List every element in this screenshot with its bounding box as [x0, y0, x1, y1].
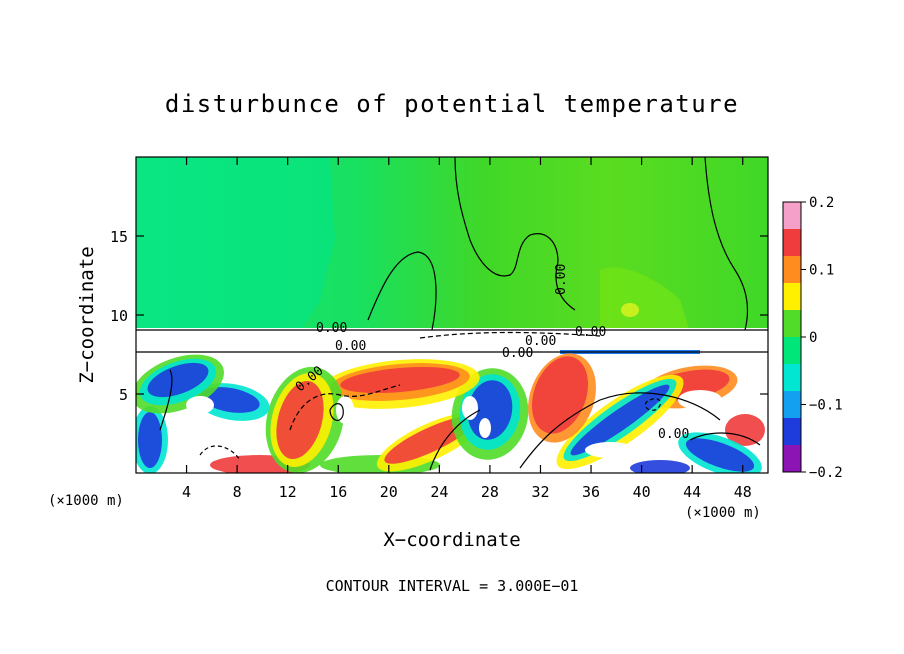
- x-axis-label: X−coordinate: [383, 529, 520, 551]
- chart-title: disturbunce of potential temperature: [165, 90, 739, 118]
- contour-label: 0.00: [575, 325, 606, 340]
- contour-interval-note: CONTOUR INTERVAL = 3.000E−01: [326, 577, 579, 595]
- colorbar-tick-label: 0.1: [809, 263, 834, 279]
- upper-layer-yellow-spot: [621, 303, 639, 317]
- x-tick-label: 16: [329, 483, 347, 501]
- contour-label: 0.00: [316, 321, 347, 336]
- colorbar-swatch: [783, 202, 801, 230]
- field-blob: [138, 412, 162, 468]
- colorbar-swatch: [783, 364, 801, 392]
- inversion-layer: [136, 328, 768, 354]
- colorbar-swatch: [783, 418, 801, 446]
- field-neutral-patch: [186, 396, 214, 414]
- contour-label: 0.00: [658, 427, 689, 442]
- x-tick-label: 48: [734, 483, 752, 501]
- field-blob: [630, 460, 690, 473]
- x-axis: 4 8 12 16 20 24 28 32 36 40 44 48: [182, 157, 752, 501]
- contour-lower-7: [199, 445, 241, 461]
- x-tick-label: 28: [481, 483, 499, 501]
- field-blob: [467, 380, 513, 440]
- colorbar-swatch: [783, 256, 801, 284]
- y-tick-label: 5: [119, 386, 128, 404]
- x-unit-label-right: (×1000 m): [685, 505, 761, 521]
- contour-label: 0.00: [502, 346, 533, 361]
- x-tick-label: 32: [531, 483, 549, 501]
- x-tick-label: 40: [633, 483, 651, 501]
- field-neutral-patch: [585, 442, 635, 458]
- x-tick-label: 8: [233, 483, 242, 501]
- field-neutral-patch: [479, 418, 491, 438]
- contour-upper-3: [704, 157, 749, 331]
- field-blob: [200, 387, 260, 413]
- contour-lower-1: [159, 369, 173, 431]
- x-tick-label: 12: [279, 483, 297, 501]
- field-blob: [276, 380, 324, 460]
- field-blob: [685, 438, 755, 472]
- field-neutral-patch: [462, 396, 478, 420]
- colorbar-tick-label: 0: [809, 330, 817, 346]
- y-axis-label: Z−coordinate: [76, 246, 98, 383]
- field-blob: [384, 416, 476, 464]
- contour-lines: [136, 157, 768, 471]
- x-tick-label: 20: [380, 483, 398, 501]
- colorbar-swatch: [783, 229, 801, 257]
- plot-area: 0.00 0.00 0.00 0.00 0.00 0.00 0.00 0.00: [136, 157, 768, 473]
- x-unit-label-left: (×1000 m): [48, 493, 124, 509]
- x-tick-label: 36: [582, 483, 600, 501]
- colorbar-tick-label: 0.2: [809, 195, 834, 211]
- colorbar-swatch: [783, 283, 801, 311]
- y-tick-label: 10: [110, 307, 128, 325]
- contour-label: 0.00: [525, 334, 556, 349]
- y-tick-label: 15: [110, 228, 128, 246]
- contour-upper-1: [454, 157, 559, 277]
- contour-lower-4: [519, 392, 721, 469]
- contour-upper-2: [367, 251, 437, 331]
- colorbar-swatch: [783, 337, 801, 365]
- contour-label: 0.00: [554, 264, 569, 295]
- colorbar: 0.2 0.1 0 −0.1 −0.2: [782, 195, 843, 481]
- contour-lower-3: [429, 409, 481, 471]
- field-blob: [570, 384, 670, 456]
- x-tick-label: 24: [430, 483, 448, 501]
- x-tick-label: 4: [182, 483, 191, 501]
- contour-lower-2: [289, 384, 401, 431]
- x-tick-label: 44: [683, 483, 701, 501]
- contour-label: 0.00: [335, 339, 366, 354]
- colorbar-swatch: [783, 391, 801, 419]
- upper-layer-warm-patch: [600, 267, 690, 332]
- contour-lower-8: [329, 403, 344, 422]
- contour-upper-4: [555, 261, 576, 311]
- field-blob: [725, 414, 765, 446]
- contour-inversion-dash: [419, 331, 601, 339]
- colorbar-tick-label: −0.2: [809, 465, 843, 481]
- colorbar-swatch: [783, 445, 801, 473]
- contour-lower-6: [689, 432, 761, 446]
- upper-layer-cyan-band: [136, 157, 335, 332]
- field-blob: [340, 366, 460, 394]
- colorbar-tick-label: −0.1: [809, 398, 843, 414]
- y-axis: 5 10 15: [110, 228, 768, 404]
- field-neutral-patch: [678, 390, 722, 410]
- contour-lower-5: [644, 398, 662, 411]
- field-blob: [147, 362, 209, 398]
- field-neutral-patch: [336, 396, 354, 424]
- colorbar-swatch: [783, 310, 801, 338]
